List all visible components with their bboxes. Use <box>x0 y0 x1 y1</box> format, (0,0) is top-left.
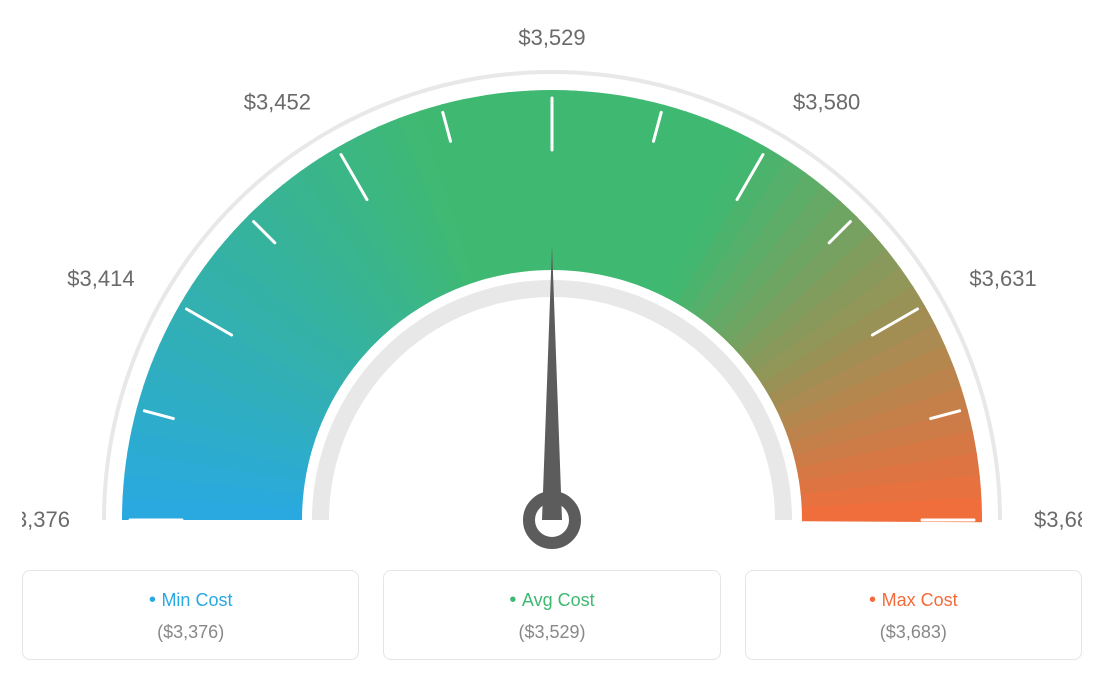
avg-cost-value: ($3,529) <box>384 622 719 643</box>
gauge-tick-label: $3,580 <box>793 90 860 115</box>
gauge-chart: $3,376 $3,414 $3,452 $3,529 $3,580 $3,631 $3,6… <box>22 20 1082 560</box>
cost-cards: Min Cost ($3,376) Avg Cost ($3,529) Max … <box>22 570 1082 660</box>
max-cost-value: ($3,683) <box>746 622 1081 643</box>
min-cost-title: Min Cost <box>23 589 358 612</box>
gauge-tick-label: $3,376 <box>22 507 70 532</box>
min-cost-value: ($3,376) <box>23 622 358 643</box>
gauge-tick-label: $3,452 <box>244 90 311 115</box>
max-cost-title: Max Cost <box>746 589 1081 612</box>
avg-cost-title: Avg Cost <box>384 589 719 612</box>
gauge-tick-label: $3,529 <box>518 25 585 50</box>
gauge-tick-label: $3,414 <box>67 266 134 291</box>
min-cost-card: Min Cost ($3,376) <box>22 570 359 660</box>
max-cost-card: Max Cost ($3,683) <box>745 570 1082 660</box>
avg-cost-card: Avg Cost ($3,529) <box>383 570 720 660</box>
gauge-tick-label: $3,683 <box>1034 507 1082 532</box>
gauge-tick-label: $3,631 <box>969 266 1036 291</box>
